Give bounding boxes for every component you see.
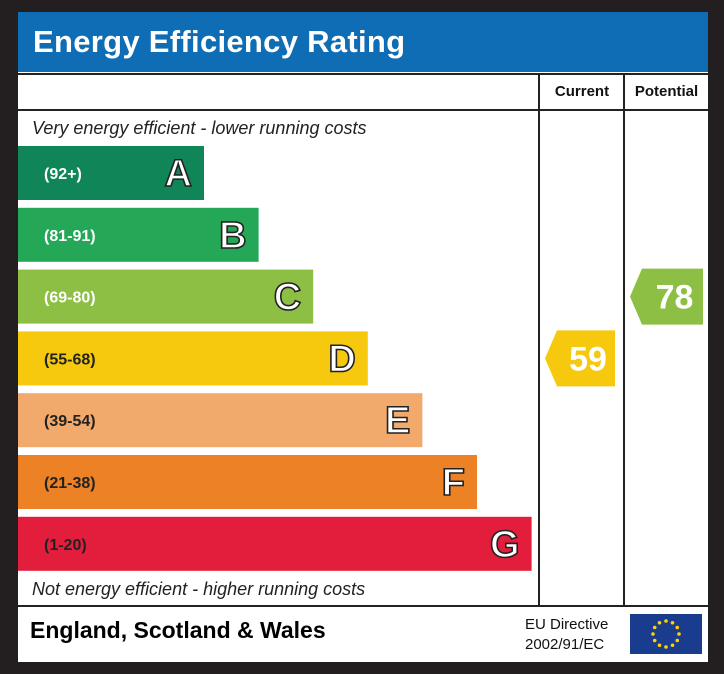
flag-star — [657, 620, 662, 625]
flag-star — [651, 632, 655, 636]
band-letter-label: B — [219, 215, 246, 257]
potential-rating-arrow — [630, 268, 703, 325]
potential-column-header: Potential — [634, 83, 699, 100]
directive-line-1: EU Directive — [525, 616, 609, 633]
band-bar-g — [18, 516, 532, 571]
band-bar-a — [18, 146, 204, 200]
flag-star — [664, 645, 668, 649]
band-letter-label: G — [490, 524, 520, 566]
band-letter-label: C — [274, 277, 301, 319]
band-letter-label: A — [165, 153, 192, 195]
band-range-label: (1-20) — [44, 537, 87, 554]
band-range-label: (69-80) — [44, 290, 96, 307]
band-range-label: (55-68) — [44, 351, 96, 368]
potential-rating-value-label: 78 — [656, 279, 694, 317]
flag-star — [675, 625, 680, 630]
band-range-label: (92+) — [44, 166, 82, 183]
epc-chart: Energy Efficiency Rating (92+) A (81-91) B(… — [18, 12, 708, 662]
chart-canvas: (92+) A (81-91) B (69-80) C (55-68) D (39-54) E (2… — [18, 73, 708, 607]
top-caption: Very energy efficient - lower running co… — [32, 118, 367, 138]
flag-star — [657, 643, 662, 648]
current-column-header: Current — [554, 83, 610, 100]
band-bar-d — [18, 331, 368, 386]
band-bar-b — [18, 207, 259, 262]
flag-star — [670, 643, 675, 648]
rating-bars: (92+) A (81-91) B (69-80) C (55-68) D (39-54) E (2… — [18, 146, 532, 571]
rating-arrows: 59 78 — [545, 268, 703, 387]
band-letter-label: F — [442, 462, 465, 504]
band-letter-label: E — [385, 400, 410, 442]
flag-star — [677, 632, 681, 636]
band-bar-f — [18, 455, 477, 509]
band-bar-c — [18, 269, 314, 324]
bottom-caption: Not energy efficient - higher running co… — [32, 579, 366, 599]
table-grid — [18, 73, 708, 607]
band-letter-label: D — [328, 338, 355, 380]
band-range-label: (81-91) — [44, 228, 96, 245]
flag-star — [664, 619, 668, 623]
flag-star — [675, 638, 680, 643]
flag-star — [670, 620, 675, 625]
current-rating-arrow — [545, 330, 615, 387]
band-range-label: (21-38) — [44, 475, 96, 492]
current-rating-value-label: 59 — [569, 340, 607, 378]
band-bar-e — [18, 393, 423, 448]
eu-flag-icon — [630, 614, 702, 654]
flag-star — [652, 638, 657, 643]
directive-line-2: 2002/91/EC — [525, 636, 605, 653]
chart-title: Energy Efficiency Rating — [18, 12, 708, 72]
band-range-label: (39-54) — [44, 413, 96, 430]
region-label: England, Scotland & Wales — [30, 617, 326, 643]
flag-star — [652, 625, 657, 630]
